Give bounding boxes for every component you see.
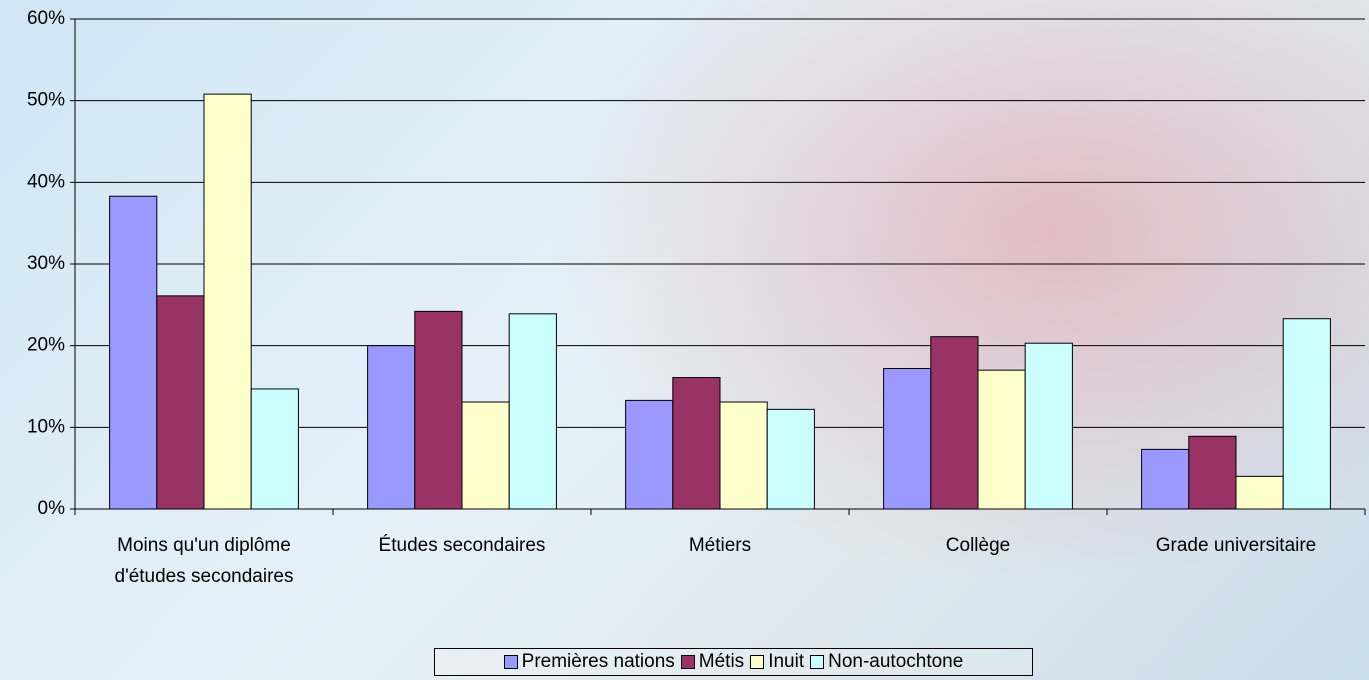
bar — [508, 313, 557, 510]
legend-swatch — [810, 655, 825, 669]
legend-item: Inuit — [750, 651, 804, 673]
y-tick-label: 0% — [38, 498, 66, 519]
x-tick-label: Grade universitaire — [1155, 535, 1317, 556]
bar — [977, 369, 1026, 510]
bar — [414, 310, 463, 510]
legend: Premières nations Métis Inuit Non-autochton… — [434, 648, 1033, 676]
bar — [1282, 318, 1331, 510]
bar — [1188, 435, 1237, 510]
x-tick-label: Moins qu'un diplôme d'études secondaires — [114, 535, 294, 587]
y-tick-label: 40% — [27, 171, 65, 192]
bar — [250, 388, 299, 510]
legend-item: Non-autochtone — [810, 651, 963, 673]
bar — [1024, 342, 1073, 510]
x-tick-label: Études secondaires — [378, 535, 546, 556]
bar — [1235, 475, 1284, 510]
x-tick-label: Collège — [945, 535, 1011, 556]
legend-item: Métis — [680, 651, 745, 673]
bar — [930, 336, 979, 510]
bar — [883, 368, 932, 510]
bar — [672, 377, 721, 510]
y-tick-label: 60% — [27, 8, 65, 29]
bar — [1141, 448, 1190, 510]
bar — [625, 399, 674, 510]
legend-swatch — [750, 655, 765, 669]
bar — [461, 401, 510, 510]
legend-swatch — [503, 655, 518, 669]
bar — [203, 93, 252, 510]
bar — [367, 345, 416, 510]
y-tick-label: 10% — [27, 416, 65, 437]
legend-label: Inuit — [768, 651, 805, 672]
bar — [109, 195, 158, 510]
legend-item: Premières nations — [503, 651, 675, 673]
bar — [719, 401, 768, 510]
legend-label: Non-autochtone — [828, 651, 964, 672]
legend-label: Métis — [698, 651, 745, 672]
y-tick-label: 20% — [27, 335, 65, 356]
y-tick-label: 50% — [27, 90, 65, 111]
legend-swatch — [680, 655, 695, 669]
legend-label: Premières nations — [521, 651, 675, 672]
y-tick-label: 30% — [27, 253, 65, 274]
x-tick-label: Métiers — [688, 535, 752, 556]
bar — [156, 295, 205, 510]
bar — [766, 408, 815, 510]
